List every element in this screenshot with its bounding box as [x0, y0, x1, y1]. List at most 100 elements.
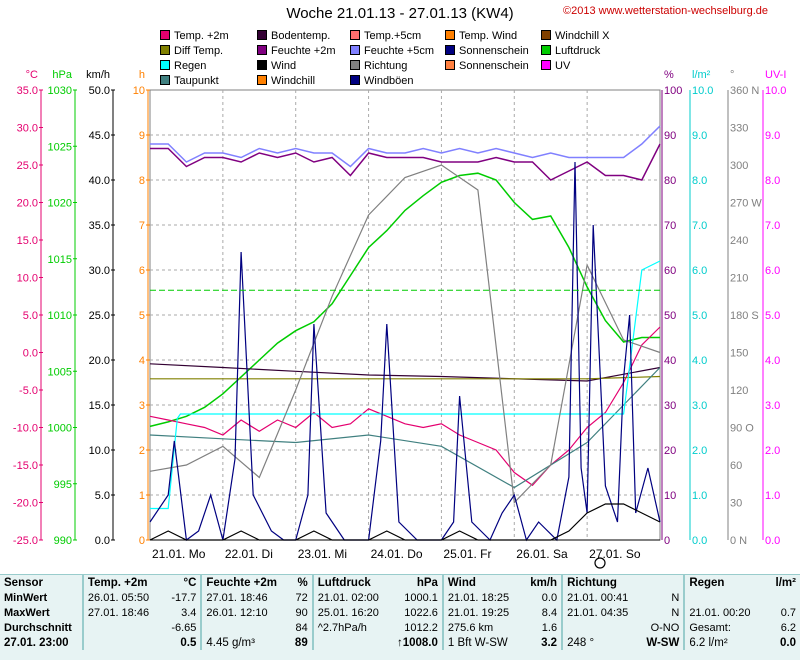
left-axis-tick: 9 — [139, 130, 145, 142]
left-axis-tick: 35.0 — [89, 220, 110, 232]
stats-value: 0.5 — [180, 636, 197, 649]
stats-time: 1 Bft W-SW — [441, 635, 524, 650]
legend-item: Windchill X — [541, 30, 609, 42]
stats-value: W-SW — [646, 636, 680, 649]
legend-label: Windchill X — [555, 30, 610, 42]
statistics-table: Sensor Temp. +2m °C Feuchte +2m % Luftdr… — [0, 574, 800, 660]
stats-value: -17.7 — [171, 591, 197, 604]
right-axis-tick: 6.0 — [692, 265, 707, 277]
right-axis-unit: ° — [730, 69, 734, 81]
stats-time — [81, 635, 164, 650]
left-axis-tick: 50.0 — [89, 85, 110, 97]
stats-time: 4.45 g/m³ — [200, 635, 286, 650]
legend-item: Sonnenschein — [445, 60, 529, 72]
legend-swatch — [541, 60, 551, 70]
right-axis-tick: 5.0 — [765, 310, 780, 322]
left-axis-tick: 1030 — [48, 85, 72, 97]
stats-value: 90 — [295, 606, 308, 619]
left-axis-tick: 25.0 — [17, 160, 38, 172]
legend-label: Diff Temp. — [174, 45, 224, 57]
left-axis-tick: 1020 — [48, 198, 72, 210]
stats-header-rain-unit: l/m² — [775, 576, 796, 589]
legend-swatch — [445, 30, 455, 40]
weather-chart: 21.01. Mo 22.01. Di 23.01. Mi 24.01. Do 25.0… — [13, 69, 786, 569]
stats-time: ^2.7hPa/h — [311, 620, 393, 635]
stats-value: 1.6 — [541, 621, 558, 634]
left-axis-tick: 10 — [133, 85, 145, 97]
legend-swatch — [160, 60, 170, 70]
stats-value: O-NO — [650, 621, 680, 634]
right-axis-tick: 270 W — [730, 198, 762, 210]
right-axis-tick: 4.0 — [765, 355, 780, 367]
left-axis-tick: 7 — [139, 220, 145, 232]
legend-swatch — [350, 75, 360, 85]
legend-item: Temp. Wind — [445, 30, 517, 42]
right-axis-tick: 7.0 — [765, 220, 780, 232]
stats-value: -6.65 — [171, 621, 197, 634]
legend-item: Windchill — [257, 75, 315, 87]
left-axis-tick: 6 — [139, 265, 145, 277]
right-axis-tick: 20 — [664, 445, 676, 457]
right-axis-tick: 240 — [730, 235, 748, 247]
stats-time — [561, 620, 643, 635]
left-axis-tick: -25.0 — [13, 535, 38, 547]
stats-value: 1012.2 — [404, 621, 438, 634]
right-axis-tick: 90 — [664, 130, 676, 142]
right-axis-tick: 100 — [664, 85, 682, 97]
left-axis-tick: 1005 — [48, 366, 72, 378]
legend-item: Temp. +2m — [160, 30, 229, 42]
stats-time: 21.01. 02:00 — [311, 590, 393, 605]
stats-time: 25.01. 16:20 — [311, 605, 393, 620]
legend-label: UV — [555, 60, 571, 72]
chart-title: Woche 21.01.13 - 27.01.13 (KW4) — [286, 5, 514, 22]
right-axis-tick: 300 — [730, 160, 748, 172]
right-axis-tick: 3.0 — [765, 400, 780, 412]
legend-label: Sonnenschein — [459, 60, 529, 72]
stats-time: 21.01. 04:35 — [561, 605, 643, 620]
legend-item: Regen — [160, 60, 206, 72]
right-axis-tick: 40 — [664, 355, 676, 367]
stats-value: 72 — [295, 591, 308, 604]
left-axis-tick: 25.0 — [89, 310, 110, 322]
series-line-regen — [150, 260, 661, 510]
stats-header-direction-value — [642, 575, 684, 590]
legend-label: Windböen — [364, 75, 414, 87]
left-axis-tick: 1000 — [48, 423, 72, 435]
stats-value: 1022.6 — [404, 606, 438, 619]
right-axis-tick: 1.0 — [692, 490, 707, 502]
left-axis-tick: 8 — [139, 175, 145, 187]
legend-label: Sonnenschein — [459, 45, 529, 57]
left-axis-tick: 10.0 — [89, 445, 110, 457]
stats-time: 275.6 km — [441, 620, 524, 635]
left-axis-unit: h — [139, 69, 145, 81]
stats-time: 21.01. 00:41 — [561, 590, 643, 605]
right-axis-tick: 6.0 — [765, 265, 780, 277]
left-axis-tick: 35.0 — [17, 85, 38, 97]
left-axis-tick: 4 — [139, 355, 145, 367]
left-axis-tick: 15.0 — [89, 400, 110, 412]
copyright-text[interactable]: ©2013 www.wetterstation-wechselburg.de — [563, 5, 768, 17]
legend-swatch — [160, 75, 170, 85]
legend-item: Feuchte +5cm — [350, 45, 434, 57]
stats-time — [683, 590, 765, 605]
stats-value: N — [671, 606, 680, 619]
legend-swatch — [445, 60, 455, 70]
stats-value: ↑1008.0 — [396, 636, 438, 649]
legend-label: Temp. +2m — [174, 30, 229, 42]
stats-value: 89 — [294, 636, 308, 649]
left-axis-unit: °C — [26, 69, 38, 81]
left-axis-tick: 30.0 — [17, 123, 38, 135]
right-axis-tick: 4.0 — [692, 355, 707, 367]
right-axis-unit: l/m² — [692, 69, 711, 81]
legend-item: Temp.+5cm — [350, 30, 421, 42]
x-tick-label: 25.01. Fr — [443, 547, 491, 561]
right-axis-tick: 5.0 — [692, 310, 707, 322]
stats-value: 0.7 — [780, 606, 796, 619]
left-axis-unit: hPa — [52, 69, 72, 81]
legend-label: Feuchte +5cm — [364, 45, 435, 57]
right-axis-tick: 60 — [664, 265, 676, 277]
legend-swatch — [257, 60, 267, 70]
legend-swatch — [445, 45, 455, 55]
stats-time: 26.01. 12:10 — [200, 605, 286, 620]
legend-swatch — [350, 45, 360, 55]
